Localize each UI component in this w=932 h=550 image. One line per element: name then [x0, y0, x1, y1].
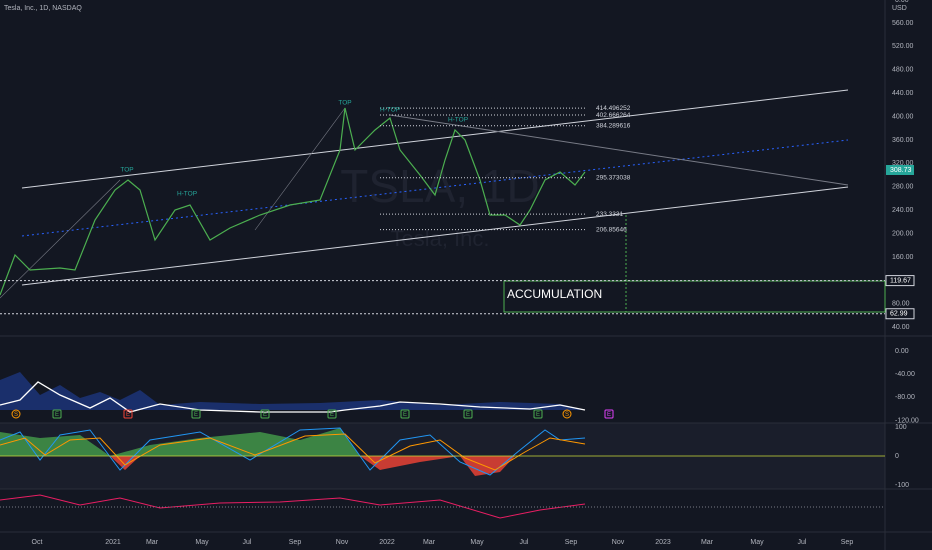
event-marker — [191, 409, 201, 419]
time-tick-label: Sep — [841, 539, 854, 546]
event-marker-label: E — [263, 412, 267, 418]
event-marker-label: E — [403, 412, 407, 418]
pane3-tick-label: -100 — [895, 482, 909, 489]
level-label: 384.289616 — [596, 123, 631, 130]
channel-upper — [21, 89, 849, 189]
event-marker-label: S — [14, 412, 18, 418]
momentum-line — [0, 494, 586, 519]
event-marker — [533, 409, 543, 419]
price-tick-label: 360.00 — [892, 137, 914, 144]
trend-line — [254, 107, 346, 231]
price-tick-label: 80.00 — [892, 301, 910, 308]
time-tick-label: Mar — [146, 539, 159, 546]
price-tick-label: 520.00 — [892, 43, 914, 50]
time-tick-label: Jul — [798, 539, 807, 546]
price-tick-label: 320.00 — [892, 160, 914, 167]
event-marker-label: E — [536, 412, 540, 418]
pane2-tick-label: 0.00 — [895, 348, 909, 355]
pane2-tick-label: -40.00 — [895, 371, 915, 378]
current-price: 308.73 — [890, 167, 912, 174]
price-tick-label: 560.00 — [892, 20, 914, 27]
level-label: 414.496252 — [596, 105, 631, 112]
price-tick-label: 480.00 — [892, 67, 914, 74]
event-marker-label: E — [607, 412, 611, 418]
event-marker — [52, 409, 62, 419]
trend-line — [389, 114, 849, 186]
time-tick-label: Nov — [336, 539, 349, 546]
price-tick-label: 240.00 — [892, 207, 914, 214]
event-marker — [260, 409, 270, 419]
time-tick-label: Mar — [701, 539, 714, 546]
event-marker — [11, 409, 21, 419]
channel-mid — [21, 139, 849, 237]
time-tick-label: Jul — [520, 539, 529, 546]
time-tick-label: Oct — [32, 539, 43, 546]
price-tick-label: 160.00 — [892, 254, 914, 261]
pattern-label: H-TOP — [177, 191, 197, 198]
event-marker — [400, 409, 410, 419]
zone-label: ACCUMULATION — [507, 287, 602, 301]
time-tick-label: May — [195, 539, 209, 546]
trend-line — [0, 179, 121, 299]
pattern-label: TOP — [120, 167, 133, 174]
price-tick-label: 440.00 — [892, 90, 914, 97]
watermark-symbol: TSLA, 1D — [340, 160, 539, 212]
event-marker — [562, 409, 572, 419]
pattern-label: H-TOP — [380, 107, 400, 114]
event-marker — [463, 409, 473, 419]
price-badge — [885, 275, 915, 287]
osc-line-slow — [0, 433, 586, 471]
volatility-line — [0, 381, 586, 413]
pane4-tick-label: 0.00 — [895, 0, 909, 4]
price-badge — [885, 308, 915, 320]
event-marker — [123, 409, 133, 419]
price-badge-label: 119.67 — [890, 277, 911, 284]
price-tick-label: 280.00 — [892, 184, 914, 191]
time-tick-label: Mar — [423, 539, 436, 546]
symbol-header: Tesla, Inc., 1D, NASDAQ — [4, 5, 82, 12]
osc-negative — [110, 456, 515, 476]
time-tick-label: 2022 — [379, 539, 395, 546]
time-tick-label: Sep — [289, 539, 302, 546]
level-label: 295.373038 — [596, 175, 631, 182]
time-tick-label: May — [750, 539, 764, 546]
price-badge-label: 62.99 — [890, 311, 908, 318]
level-label: 233.3331 — [596, 211, 623, 218]
time-tick-label: 2021 — [105, 539, 121, 546]
event-marker-label: E — [330, 412, 334, 418]
volume-area — [0, 372, 585, 410]
time-tick-label: Sep — [565, 539, 578, 546]
channel-lower — [21, 186, 849, 286]
event-marker-label: S — [565, 412, 569, 418]
level-label: 206.85646 — [596, 226, 627, 233]
pane3-tick-label: 100 — [895, 424, 907, 431]
accumulation-zone — [503, 280, 886, 313]
price-tick-label: 40.00 — [892, 324, 910, 331]
price-tick-label: 200.00 — [892, 230, 914, 237]
level-label: 402.666264 — [596, 112, 631, 119]
event-marker-label: E — [466, 412, 470, 418]
event-marker-label: E — [194, 412, 198, 418]
pattern-label: TOP — [338, 100, 351, 107]
price-tick-label: 400.00 — [892, 113, 914, 120]
time-tick-label: May — [470, 539, 484, 546]
event-marker — [604, 409, 614, 419]
current-price-badge — [886, 164, 914, 175]
osc-line-fast — [0, 427, 586, 476]
pane2-tick-label: -120.00 — [895, 417, 919, 424]
price-unit: USD — [892, 5, 907, 12]
event-marker — [327, 409, 337, 419]
time-tick-label: 2023 — [655, 539, 671, 546]
price-line — [0, 107, 586, 296]
pattern-label: H-TOP — [448, 117, 468, 124]
event-marker-label: E — [55, 412, 59, 418]
time-tick-label: Nov — [612, 539, 625, 546]
pane2-tick-label: -80.00 — [895, 394, 915, 401]
pane3-tick-label: 0 — [895, 453, 899, 460]
event-marker-label: E — [126, 412, 130, 418]
time-tick-label: Jul — [243, 539, 252, 546]
